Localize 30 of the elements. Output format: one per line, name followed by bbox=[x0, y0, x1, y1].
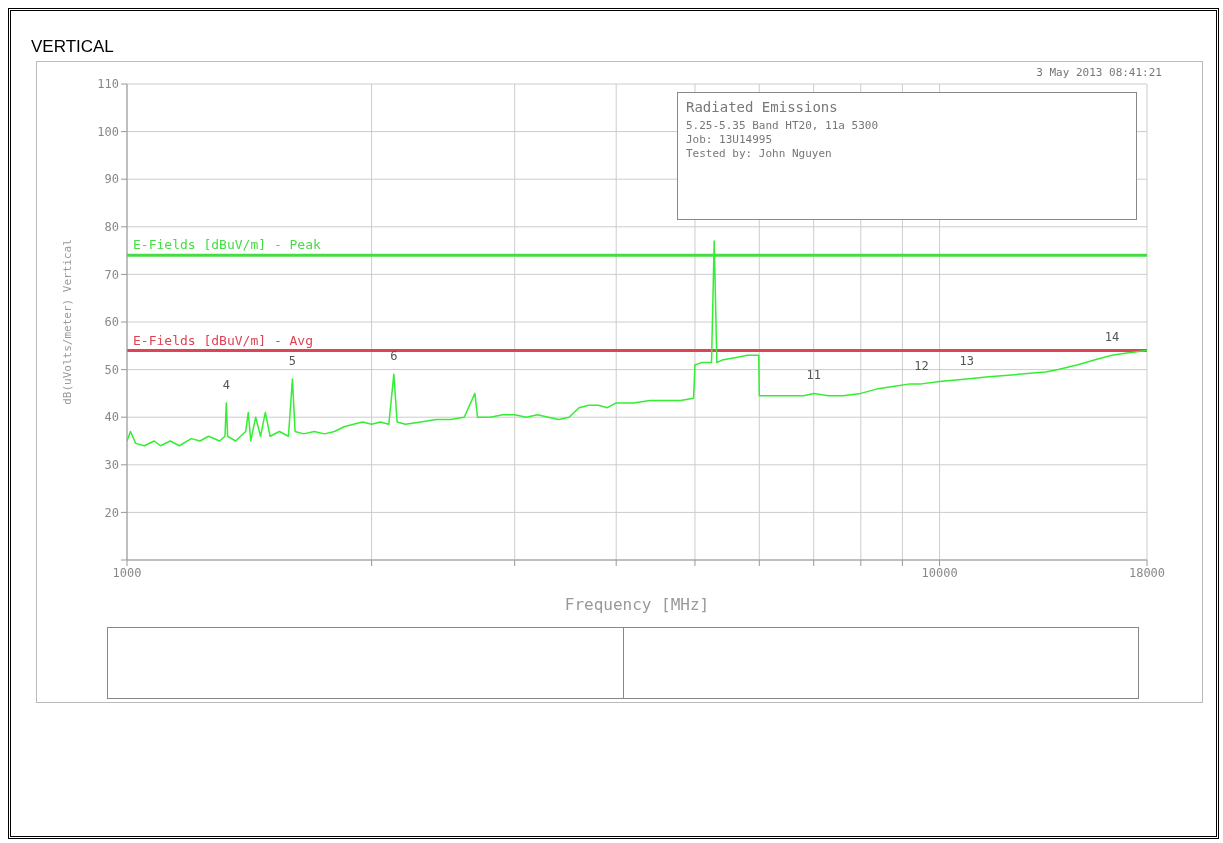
x-tick-label: 1000 bbox=[112, 565, 142, 580]
x-tick-label: 10000 bbox=[921, 565, 958, 580]
y-tick-label: 90 bbox=[104, 172, 119, 187]
y-tick-label: 60 bbox=[104, 315, 119, 330]
annotation: 14 bbox=[1104, 330, 1120, 345]
y-tick-label: 80 bbox=[104, 220, 119, 235]
annotation: 12 bbox=[914, 358, 929, 373]
y-axis-title: dB(uVolts/meter) Vertical bbox=[60, 239, 74, 405]
annotation: Job: 13U14995 bbox=[686, 133, 774, 147]
text: 3 May 2013 08:41:21 bbox=[1036, 66, 1162, 79]
annotation: 6 bbox=[390, 349, 398, 364]
ref-line-label: E-Fields [dBuV/m] - Peak bbox=[133, 237, 322, 253]
annotation: Radiated Emissions bbox=[686, 99, 839, 115]
y-tick-label: 70 bbox=[104, 267, 119, 282]
annotation: 5 bbox=[288, 354, 297, 369]
x-axis-title: Frequency [MHz] bbox=[564, 595, 710, 614]
annotation: 13 bbox=[959, 354, 974, 369]
y-tick-label: 30 bbox=[104, 458, 119, 473]
annotation: 5.25-5.35 Band HT20, 11a 5300 bbox=[686, 119, 880, 133]
annotation: 11 bbox=[806, 368, 821, 383]
y-tick-label: 20 bbox=[104, 505, 119, 520]
x-tick-label: 18000 bbox=[1128, 565, 1166, 580]
y-tick-label: 40 bbox=[104, 410, 119, 425]
annotation: 4 bbox=[222, 377, 230, 392]
chart-title: VERTICAL bbox=[31, 37, 114, 57]
y-tick-label: 50 bbox=[104, 362, 119, 377]
ref-line-label: E-Fields [dBuV/m] - Avg bbox=[133, 332, 314, 348]
y-tick-label: 100 bbox=[97, 124, 119, 139]
y-tick-label: 110 bbox=[97, 77, 119, 92]
annotation: Tested by: John Nguyen bbox=[686, 147, 833, 161]
